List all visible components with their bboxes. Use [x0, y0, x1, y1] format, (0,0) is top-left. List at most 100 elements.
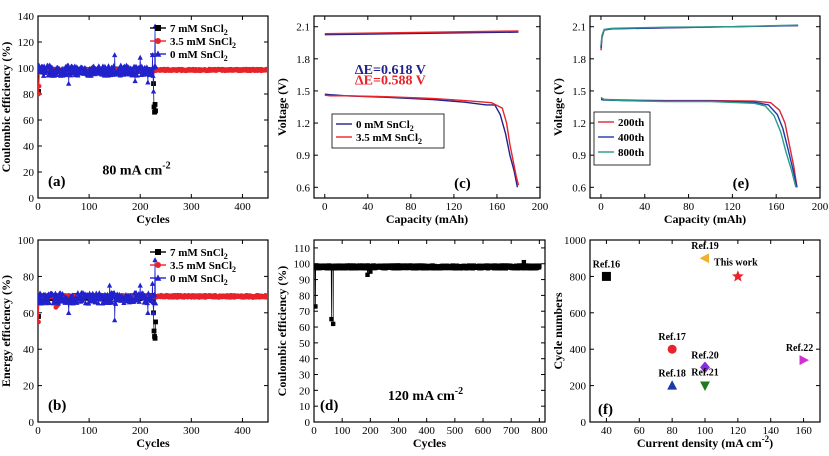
data-point [38, 319, 41, 325]
plot-area [314, 259, 542, 327]
legend-label-text: 3.5 mM SnCl [170, 36, 232, 48]
data-point [152, 63, 159, 69]
series-0-mm-sncl2 [38, 23, 159, 94]
x-tick-label: 200 [812, 201, 829, 213]
legend-label-sub: 2 [232, 41, 236, 50]
legend-label-text: 7 mM SnCl [170, 23, 224, 35]
x-tick-label: 160 [489, 201, 506, 213]
y-tick-label: 0.6 [572, 182, 586, 194]
data-point [105, 63, 112, 69]
y-tick-label: 2.1 [572, 22, 586, 34]
x-tick-label: 300 [390, 425, 407, 437]
x-tick-label: 120 [446, 201, 463, 213]
data-point [53, 71, 60, 77]
legend-label: 0 mM SnCl2 [356, 119, 414, 133]
x-axis-label-text: Cycles [413, 436, 447, 450]
data-point [151, 104, 157, 110]
legend-label-sub: 2 [418, 137, 422, 146]
x-tick-label: 40 [601, 425, 613, 437]
x-axis-label: Current density (mA cm-2) [637, 434, 773, 450]
y-tick-label: 1.2 [572, 118, 586, 130]
x-tick-label: 700 [503, 425, 520, 437]
panel-label: (c) [454, 176, 471, 192]
x-axis-label-text: Current density (mA cm [637, 436, 762, 450]
plot-frame [589, 239, 821, 423]
y-tick-label: 20 [23, 381, 35, 393]
legend-marker [155, 38, 161, 44]
rate-annotation-text: 120 mA cm [388, 389, 455, 404]
panel-label: (b) [48, 398, 66, 414]
y-axis-label: Coulombic efficiency (%) [275, 266, 289, 397]
x-tick-label: 80 [683, 201, 695, 213]
legend-label: 800th [618, 147, 644, 159]
data-point [144, 64, 150, 70]
legend-marker [154, 274, 162, 281]
data-point [144, 300, 151, 306]
data-point [151, 291, 158, 297]
data-point [38, 314, 41, 319]
x-tick-label: 100 [697, 425, 714, 437]
legend-label: 7 mM SnCl2 [170, 23, 228, 37]
y-tick-label: 20 [299, 385, 311, 397]
panel-label: (d) [320, 398, 338, 414]
legend-label-sub: 2 [224, 278, 228, 287]
series-line-400th-charge [600, 24, 799, 49]
y-tick-label: 400 [570, 344, 587, 356]
x-tick-label: 200 [362, 425, 379, 437]
x-tick-label: 40 [639, 201, 651, 213]
x-axis-label-text: Cycles [136, 436, 170, 450]
panel-label: (f) [598, 402, 613, 418]
data-point [136, 68, 142, 74]
y-tick-label: 60 [299, 322, 311, 334]
x-tick-label: 0 [598, 201, 604, 213]
data-point [365, 272, 370, 278]
y-tick-label: 0 [29, 193, 35, 205]
y-tick-label: 0 [581, 417, 587, 429]
y-tick-label: 1.5 [296, 86, 310, 98]
y-tick-label: 200 [570, 381, 587, 393]
x-axis-label: Cycles [413, 436, 447, 450]
data-point [75, 290, 81, 296]
plot-area [38, 23, 268, 115]
data-point [265, 68, 268, 74]
x-tick-label: 200 [132, 425, 149, 437]
data-point [151, 328, 157, 334]
data-point [98, 66, 105, 72]
data-point [111, 63, 117, 69]
x-tick-label: 100 [334, 425, 351, 437]
data-point-ref-19 [699, 253, 710, 264]
data-point [330, 321, 336, 327]
plot-area [38, 257, 268, 341]
legend-label-text: 0 mM SnCl [356, 119, 410, 131]
y-tick-label: 1.8 [572, 54, 586, 66]
point-label: Ref.21 [691, 368, 719, 379]
data-point [150, 88, 157, 94]
data-point-ref-21 [700, 381, 710, 391]
data-point [95, 300, 101, 306]
data-point [145, 309, 151, 315]
series-120-ma-cm-2 [314, 259, 542, 327]
legend-label: 400th [618, 132, 644, 144]
data-point [66, 309, 72, 315]
point-label: This work [714, 257, 758, 268]
plot-frame [313, 239, 546, 423]
panel-e: 0 40 80 120 160 200 0.6 0.9 1.2 1.5 1.8 2.1 Capacity… [551, 15, 829, 226]
x-tick-label: 400 [234, 425, 251, 437]
data-point [59, 66, 65, 72]
x-tick-label: 400 [234, 201, 251, 213]
data-point [68, 72, 74, 78]
x-tick-label: 100 [81, 425, 98, 437]
legend-label-text: 3.5 mM SnCl [356, 132, 418, 144]
legend-box [593, 111, 651, 166]
legend-label: 3.5 mM SnCl2 [170, 36, 236, 50]
point-label: Ref.20 [691, 350, 719, 361]
x-tick-label: 800 [531, 425, 548, 437]
y-axis-label: Cycle numbers [551, 292, 565, 369]
y-axis-label: Coulombic efficiency (%) [0, 42, 13, 173]
y-tick-label: 100 [18, 63, 35, 75]
y-tick-label: 800 [570, 271, 587, 283]
y-tick-label: 80 [299, 290, 311, 302]
plot-frame [589, 15, 821, 199]
